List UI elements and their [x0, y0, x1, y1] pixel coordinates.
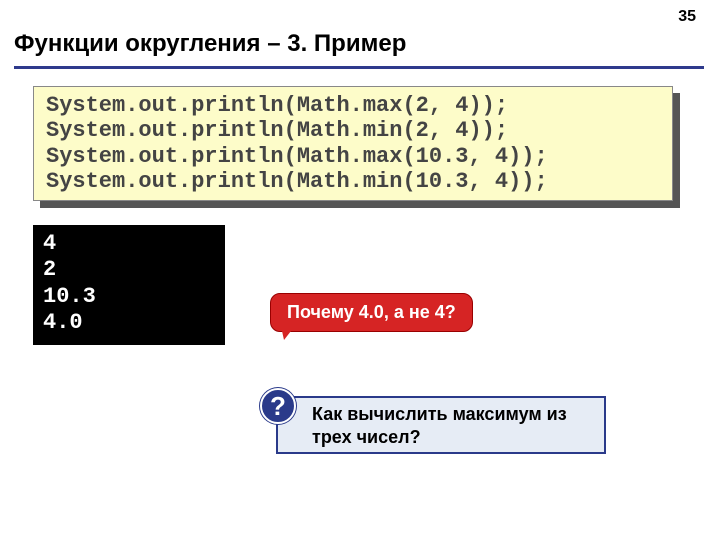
output-box: 4 2 10.3 4.0	[33, 225, 225, 345]
question-mark-icon: ?	[260, 388, 296, 424]
slide-title: Функции округления – 3. Пример	[14, 30, 406, 58]
question-text: Как вычислить максимум из трех чисел?	[312, 404, 567, 447]
code-line: System.out.println(Math.max(10.3, 4));	[46, 144, 548, 169]
page-number: 35	[678, 8, 696, 26]
output-line: 4.0	[43, 310, 83, 335]
code-line: System.out.println(Math.min(10.3, 4));	[46, 169, 548, 194]
output-line: 2	[43, 257, 56, 282]
callout-tail	[280, 322, 298, 340]
title-underline	[14, 66, 704, 69]
code-box: System.out.println(Math.max(2, 4)); Syst…	[33, 86, 673, 201]
code-line: System.out.println(Math.min(2, 4));	[46, 118, 508, 143]
question-box: Как вычислить максимум из трех чисел?	[276, 396, 606, 454]
code-line: System.out.println(Math.max(2, 4));	[46, 93, 508, 118]
output-line: 4	[43, 231, 56, 256]
why-callout: Почему 4.0, а не 4?	[270, 293, 473, 332]
output-line: 10.3	[43, 284, 96, 309]
